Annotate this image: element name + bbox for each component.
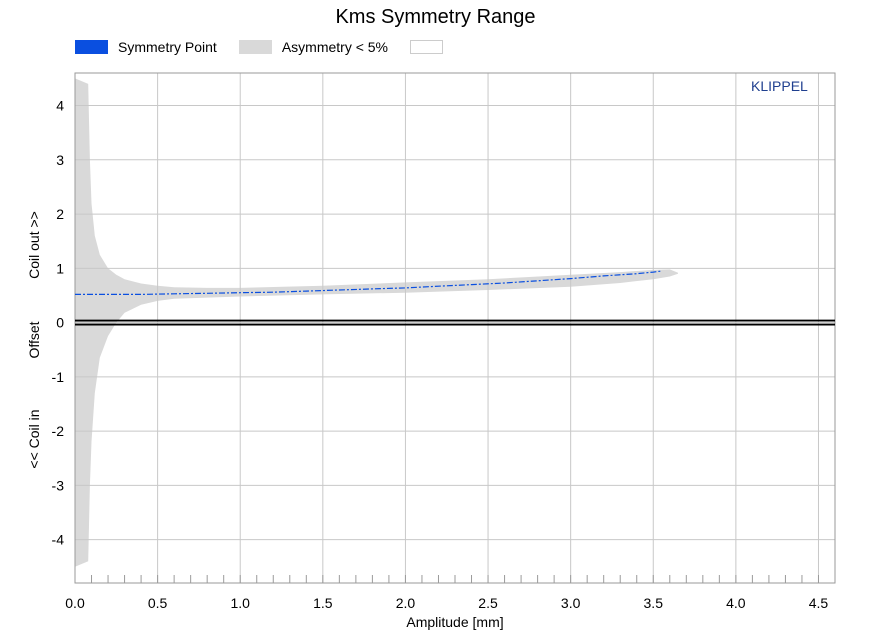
legend-item-asymmetry: Asymmetry < 5% — [238, 39, 389, 55]
x-tick-label: 1.0 — [230, 595, 250, 611]
y-tick-label: 4 — [56, 98, 64, 114]
legend: Symmetry Point Asymmetry < 5% — [75, 38, 475, 56]
y-tick-label: 1 — [56, 260, 64, 276]
plot-area — [75, 73, 835, 583]
legend-swatch-asymmetry — [238, 40, 272, 54]
x-tick-label: 0.0 — [65, 595, 85, 611]
x-tick-label: 2.5 — [478, 595, 498, 611]
y-tick-label: -1 — [52, 369, 65, 385]
x-tick-label: 3.0 — [561, 595, 581, 611]
x-tick-label: 1.5 — [313, 595, 333, 611]
x-tick-label: 4.5 — [809, 595, 829, 611]
y-axis-label-coil-out: Coil out >> — [26, 211, 42, 279]
y-tick-label: -4 — [52, 532, 65, 548]
x-axis-label: Amplitude [mm] — [406, 614, 504, 630]
y-axis-label-coil-in: << Coil in — [26, 409, 42, 469]
legend-item-symmetry-point: Symmetry Point — [75, 39, 217, 55]
legend-label-symmetry-point: Symmetry Point — [118, 39, 217, 55]
legend-swatch-empty — [410, 40, 444, 54]
x-tick-label: 4.0 — [726, 595, 746, 611]
legend-label-asymmetry: Asymmetry < 5% — [281, 39, 389, 55]
y-tick-label: 0 — [56, 315, 64, 331]
y-tick-label: 3 — [56, 152, 64, 168]
y-tick-label: -3 — [52, 477, 65, 493]
y-tick-label: -2 — [52, 423, 65, 439]
x-tick-label: 2.0 — [396, 595, 416, 611]
chart-title: Kms Symmetry Range — [335, 6, 536, 28]
series-symmetry-point-line — [75, 270, 662, 295]
x-tick-label: 3.5 — [644, 595, 664, 611]
legend-item-empty — [410, 40, 453, 54]
plot-frame — [74, 72, 836, 584]
x-tick-label: 0.5 — [148, 595, 168, 611]
y-axis-label-offset: Offset — [26, 321, 42, 359]
legend-swatch-symmetry-point — [75, 40, 108, 54]
y-tick-label: 2 — [56, 206, 64, 222]
brand-label: KLIPPEL — [751, 78, 808, 94]
